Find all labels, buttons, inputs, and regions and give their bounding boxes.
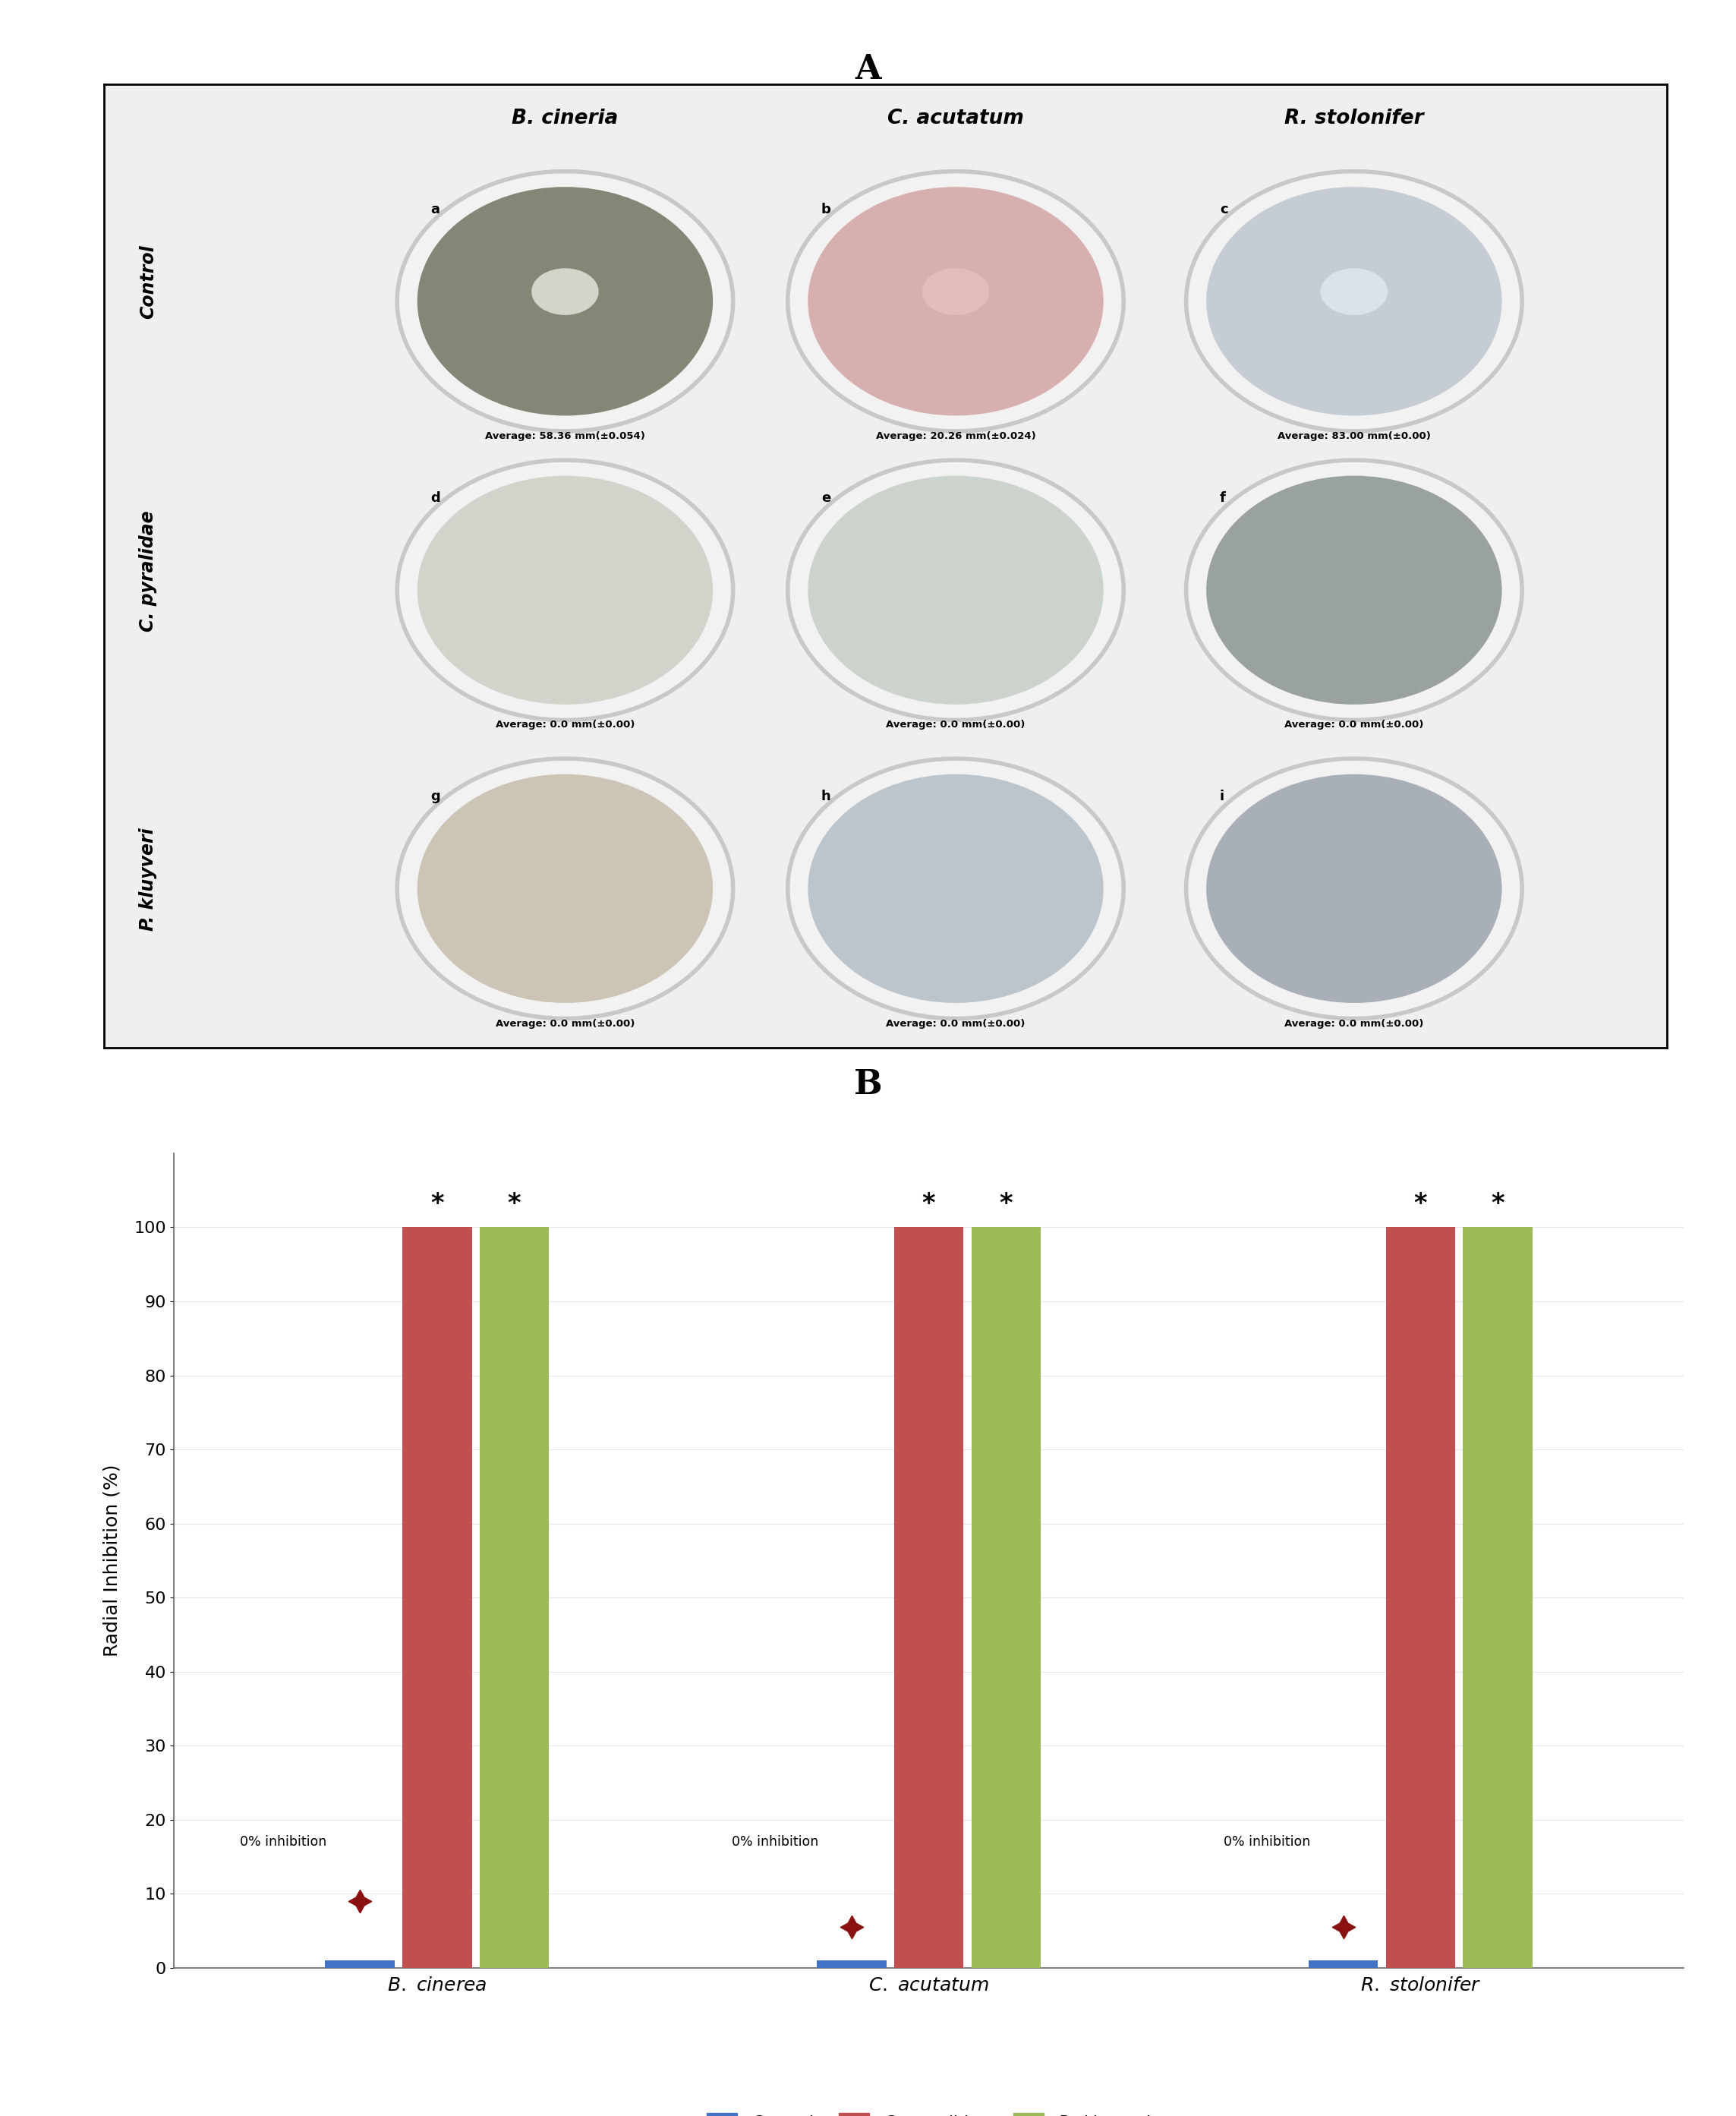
Text: Average: 0.0 mm(±0.00): Average: 0.0 mm(±0.00) — [495, 1018, 635, 1028]
Bar — [1385, 1227, 1455, 1968]
Ellipse shape — [807, 186, 1104, 415]
Text: h: h — [821, 789, 832, 804]
Ellipse shape — [1321, 269, 1387, 315]
Bar — [1463, 1227, 1533, 1968]
Ellipse shape — [398, 758, 733, 1018]
Text: C. acutatum: C. acutatum — [887, 108, 1024, 129]
Text: *: * — [922, 1191, 936, 1217]
Text: g: g — [431, 789, 441, 804]
Text: Average: 0.0 mm(±0.00): Average: 0.0 mm(±0.00) — [1285, 1018, 1424, 1028]
Legend: $\it{Control}$, $\it{C.\ pyralidae}$, $\it{P.\ kluyveri}$: $\it{Control}$, $\it{C.\ pyralidae}$, $\… — [700, 2105, 1158, 2116]
Text: A: A — [854, 53, 882, 85]
Ellipse shape — [1186, 171, 1522, 432]
Ellipse shape — [1186, 459, 1522, 719]
Text: 0% inhibition: 0% inhibition — [731, 1835, 818, 1849]
Text: B: B — [854, 1069, 882, 1100]
Bar — [479, 1227, 549, 1968]
Bar — [403, 1227, 472, 1968]
Bar — [325, 1959, 394, 1968]
Ellipse shape — [417, 476, 713, 705]
Text: 0% inhibition: 0% inhibition — [1224, 1835, 1311, 1849]
Bar — [1309, 1959, 1378, 1968]
Text: C. pyralidae: C. pyralidae — [139, 510, 156, 631]
Ellipse shape — [417, 186, 713, 415]
Ellipse shape — [1207, 186, 1502, 415]
Text: i: i — [1220, 789, 1224, 804]
Text: *: * — [431, 1191, 444, 1217]
Text: c: c — [1220, 203, 1227, 216]
Ellipse shape — [398, 459, 733, 719]
Ellipse shape — [788, 459, 1123, 719]
Text: R. stolonifer: R. stolonifer — [1285, 108, 1424, 129]
Ellipse shape — [788, 171, 1123, 432]
Text: Average: 20.26 mm(±0.024): Average: 20.26 mm(±0.024) — [875, 432, 1036, 440]
Text: B. cineria: B. cineria — [512, 108, 618, 129]
Text: Average: 0.0 mm(±0.00): Average: 0.0 mm(±0.00) — [1285, 719, 1424, 730]
Text: Average: 0.0 mm(±0.00): Average: 0.0 mm(±0.00) — [885, 719, 1026, 730]
Text: e: e — [821, 491, 830, 506]
Text: Average: 58.36 mm(±0.054): Average: 58.36 mm(±0.054) — [484, 432, 646, 440]
Ellipse shape — [922, 269, 990, 315]
Text: *: * — [1000, 1191, 1012, 1217]
Text: P. kluyveri: P. kluyveri — [139, 827, 156, 931]
Text: Average: 83.00 mm(±0.00): Average: 83.00 mm(±0.00) — [1278, 432, 1430, 440]
Text: a: a — [431, 203, 439, 216]
Text: *: * — [507, 1191, 521, 1217]
Text: 0% inhibition: 0% inhibition — [240, 1835, 326, 1849]
Text: Average: 0.0 mm(±0.00): Average: 0.0 mm(±0.00) — [885, 1018, 1026, 1028]
Text: Average: 0.0 mm(±0.00): Average: 0.0 mm(±0.00) — [495, 719, 635, 730]
Ellipse shape — [807, 774, 1104, 1003]
Ellipse shape — [1207, 774, 1502, 1003]
Ellipse shape — [417, 774, 713, 1003]
Text: *: * — [1491, 1191, 1505, 1217]
Ellipse shape — [531, 269, 599, 315]
Text: d: d — [431, 491, 441, 506]
Ellipse shape — [788, 758, 1123, 1018]
Ellipse shape — [398, 171, 733, 432]
Bar — [894, 1227, 963, 1968]
Bar — [816, 1959, 887, 1968]
Y-axis label: Radial Inhibition (%): Radial Inhibition (%) — [102, 1464, 122, 1657]
Bar — [970, 1227, 1042, 1968]
Ellipse shape — [1207, 476, 1502, 705]
Ellipse shape — [807, 476, 1104, 705]
Text: f: f — [1220, 491, 1226, 506]
Text: *: * — [1413, 1191, 1427, 1217]
Text: Control: Control — [139, 245, 156, 320]
Text: b: b — [821, 203, 832, 216]
Ellipse shape — [1186, 758, 1522, 1018]
